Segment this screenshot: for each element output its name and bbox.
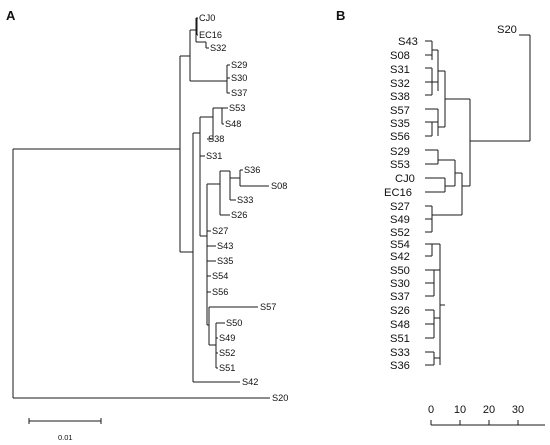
tip-label-a: S48	[225, 119, 241, 129]
tip-label-a: S57	[260, 302, 276, 312]
tip-label-b: S53	[390, 159, 410, 171]
tip-label-a: S32	[210, 43, 226, 53]
tip-label-a: S29	[231, 60, 247, 70]
tree-b: S20 S43 S08 S31 S32 S38 S57 S35 S56 S29 …	[384, 24, 545, 426]
tip-label-b: S32	[390, 78, 410, 90]
tip-label-b: EC16	[384, 187, 412, 199]
tip-label-a: S51	[219, 363, 235, 373]
scale-bar-label: 0.01	[58, 433, 73, 442]
tip-label-a: S36	[244, 165, 260, 175]
tip-label-b: S30	[390, 278, 410, 290]
tip-label-b: S56	[390, 131, 410, 143]
tip-label-b: S49	[390, 214, 410, 226]
tip-label-a: S08	[271, 181, 287, 191]
tip-label-a: S38	[208, 134, 224, 144]
tip-label-b: S08	[390, 50, 410, 62]
tip-label-b: S43	[398, 36, 418, 48]
tip-label-a: S49	[219, 333, 235, 343]
tip-label-a: S42	[242, 377, 258, 387]
tip-label-a: S27	[212, 226, 228, 236]
tip-label-b: S54	[390, 239, 410, 251]
axis-tick-label: 30	[512, 404, 524, 416]
axis-tick-label: 10	[454, 404, 466, 416]
tip-label-a: S56	[212, 287, 228, 297]
axis-tick-label: 20	[483, 404, 495, 416]
tip-label-b: S51	[390, 333, 410, 345]
tip-label-a: S50	[226, 318, 242, 328]
tip-label-a: S30	[231, 73, 247, 83]
tip-label-b: S38	[390, 91, 410, 103]
tip-label-a: S52	[219, 348, 235, 358]
tip-label-a: S26	[231, 210, 247, 220]
tree-a: CJ0 EC16 S32 S29 S30 S37 S53 S48 S38 S31…	[12, 13, 288, 442]
tip-label-a: S53	[229, 103, 245, 113]
tip-label-a: S43	[217, 241, 233, 251]
panel-a-label: A	[6, 8, 16, 23]
tip-label-a: S31	[206, 151, 222, 161]
tip-label-b: S27	[390, 201, 410, 213]
tip-label-b: S31	[390, 64, 410, 76]
tip-label-b: S37	[390, 291, 410, 303]
tip-label-b: S35	[390, 118, 410, 130]
tip-label-b: S33	[390, 347, 410, 359]
tip-label-a: S35	[217, 256, 233, 266]
axis-tick-label: 0	[428, 404, 434, 416]
tip-label-b: S48	[390, 319, 410, 331]
tip-label-b: S36	[390, 360, 410, 372]
panel-b-label: B	[336, 8, 345, 23]
tip-label-a: S20	[272, 393, 288, 403]
distance-axis: 0 10 20 30	[428, 404, 545, 426]
scale-bar: 0.01	[28, 418, 102, 442]
tip-label-b: S42	[390, 251, 410, 263]
tip-label-b: S29	[390, 146, 410, 158]
tip-label-a: S54	[212, 271, 228, 281]
tip-label-b: CJ0	[395, 173, 415, 185]
tip-label-b: S20	[497, 24, 517, 36]
tip-label-b: S57	[390, 105, 410, 117]
tip-label-a: S33	[237, 195, 253, 205]
tip-label-b: S50	[390, 265, 410, 277]
tip-label-b: S52	[390, 227, 410, 239]
tip-label-a: EC16	[199, 30, 222, 40]
tip-label-a: S37	[231, 88, 247, 98]
tip-label-a: CJ0	[199, 13, 215, 23]
tip-label-b: S26	[390, 305, 410, 317]
